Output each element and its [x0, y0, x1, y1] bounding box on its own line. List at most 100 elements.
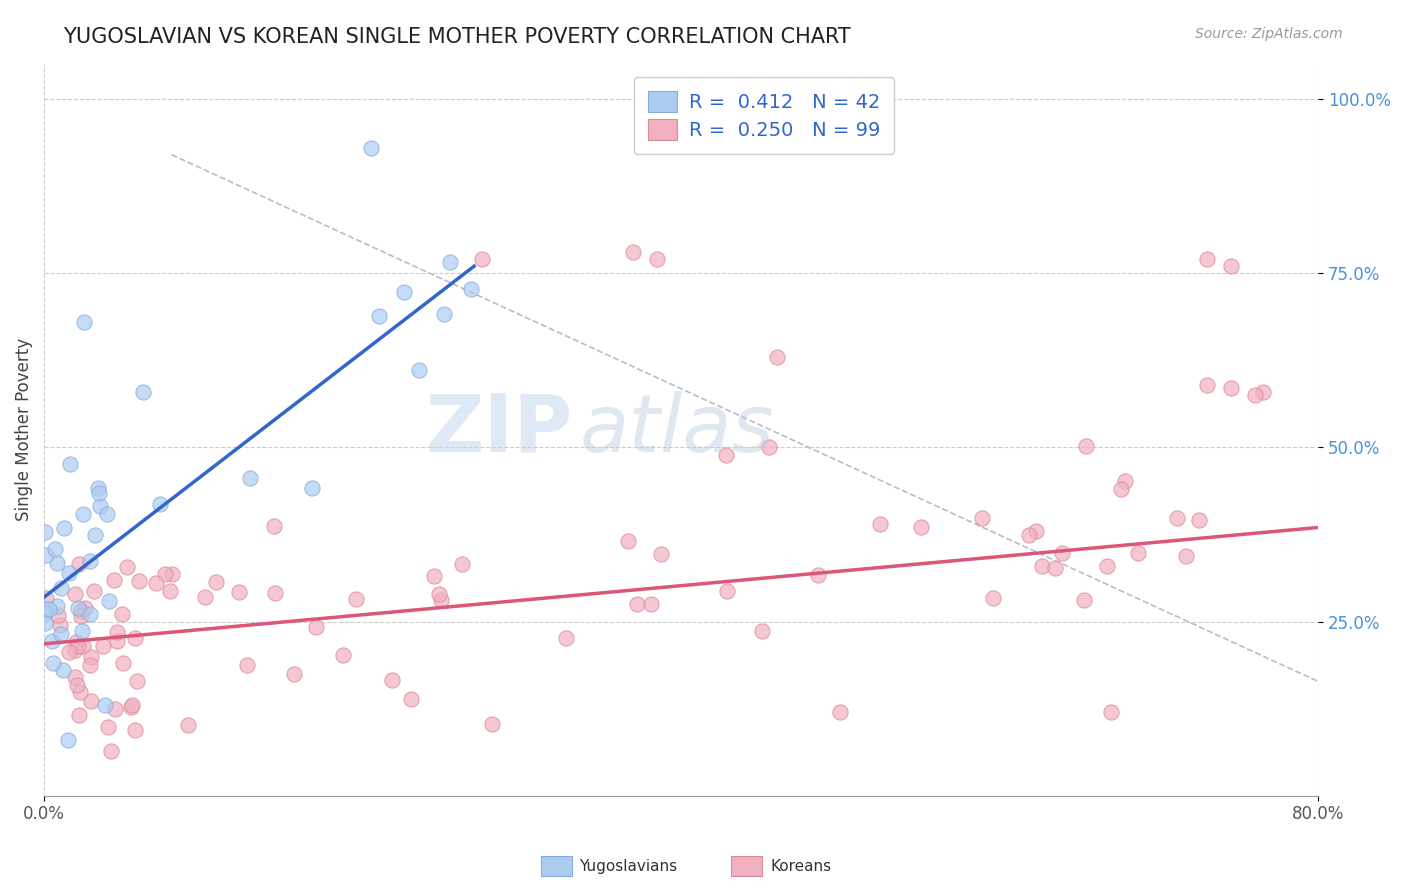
Koreans — [304, 620, 326, 634]
Yugoslavians — [34, 524, 56, 539]
Koreans — [1195, 377, 1218, 392]
Text: ZIP: ZIP — [426, 391, 572, 469]
Koreans — [46, 607, 69, 622]
Koreans — [751, 624, 773, 639]
Koreans — [650, 548, 672, 562]
Yugoslavians — [34, 615, 56, 630]
Koreans — [263, 519, 285, 533]
Koreans — [66, 678, 89, 692]
Koreans — [111, 656, 134, 670]
Yugoslavians — [87, 486, 110, 500]
Yugoslavians — [132, 384, 155, 399]
Koreans — [1114, 474, 1136, 488]
Koreans — [332, 648, 354, 663]
Koreans — [1109, 482, 1132, 496]
Koreans — [159, 584, 181, 599]
Koreans — [1043, 561, 1066, 575]
Koreans — [381, 673, 404, 687]
Koreans — [124, 631, 146, 645]
Yugoslavians — [53, 521, 76, 535]
Yugoslavians — [239, 471, 262, 485]
Text: atlas: atlas — [579, 391, 775, 469]
Yugoslavians — [89, 500, 111, 514]
Yugoslavians — [56, 733, 79, 747]
Yugoslavians — [41, 634, 63, 648]
Koreans — [617, 534, 640, 549]
Koreans — [194, 590, 217, 604]
Yugoslavians — [52, 663, 75, 677]
Yugoslavians — [98, 594, 121, 608]
Yugoslavians — [45, 599, 67, 613]
Koreans — [83, 583, 105, 598]
Yugoslavians — [368, 309, 391, 323]
Koreans — [67, 639, 90, 653]
Koreans — [75, 601, 97, 615]
Koreans — [63, 670, 86, 684]
Koreans — [205, 574, 228, 589]
Koreans — [1025, 524, 1047, 539]
Yugoslavians — [83, 527, 105, 541]
Yugoslavians — [58, 566, 80, 580]
Koreans — [65, 634, 87, 648]
Koreans — [981, 591, 1004, 605]
Koreans — [640, 597, 662, 611]
Koreans — [264, 586, 287, 600]
Yugoslavians — [51, 627, 73, 641]
Yugoslavians — [35, 548, 58, 562]
Koreans — [228, 584, 250, 599]
Koreans — [645, 252, 668, 267]
Yugoslavians — [72, 507, 94, 521]
Koreans — [554, 631, 576, 645]
Yugoslavians — [149, 497, 172, 511]
Yugoslavians — [392, 285, 415, 299]
Koreans — [69, 685, 91, 699]
Yugoslavians — [79, 554, 101, 568]
Koreans — [100, 744, 122, 758]
Koreans — [69, 604, 91, 618]
Yugoslavians — [439, 254, 461, 268]
Koreans — [162, 566, 184, 581]
Koreans — [105, 634, 128, 648]
Koreans — [153, 566, 176, 581]
Yugoslavians — [93, 698, 115, 713]
Koreans — [120, 700, 142, 714]
Yugoslavians — [408, 363, 430, 377]
Koreans — [67, 708, 90, 723]
Koreans — [423, 569, 446, 583]
Koreans — [105, 624, 128, 639]
Koreans — [128, 574, 150, 589]
Yugoslavians — [42, 656, 65, 670]
Koreans — [115, 559, 138, 574]
Koreans — [1099, 705, 1122, 719]
Koreans — [97, 720, 120, 734]
Yugoslavians — [433, 307, 456, 321]
Koreans — [869, 517, 891, 532]
Koreans — [1174, 549, 1197, 563]
Koreans — [49, 618, 72, 632]
Koreans — [344, 591, 367, 606]
Koreans — [758, 440, 780, 454]
Koreans — [103, 574, 125, 588]
Yugoslavians — [360, 141, 382, 155]
Text: YUGOSLAVIAN VS KOREAN SINGLE MOTHER POVERTY CORRELATION CHART: YUGOSLAVIAN VS KOREAN SINGLE MOTHER POVE… — [63, 27, 851, 46]
Koreans — [80, 650, 103, 665]
Koreans — [972, 510, 994, 524]
Koreans — [177, 717, 200, 731]
Koreans — [910, 520, 932, 534]
Koreans — [35, 591, 58, 605]
Koreans — [716, 448, 738, 462]
Koreans — [283, 666, 305, 681]
Koreans — [80, 694, 103, 708]
Koreans — [63, 642, 86, 657]
Yugoslavians — [44, 542, 66, 557]
Koreans — [104, 702, 127, 716]
Koreans — [79, 657, 101, 672]
Koreans — [1018, 528, 1040, 542]
Koreans — [430, 593, 453, 607]
Yugoslavians — [49, 581, 72, 595]
Koreans — [58, 645, 80, 659]
Yugoslavians — [35, 602, 58, 616]
Yugoslavians — [96, 508, 118, 522]
Koreans — [69, 609, 91, 624]
Koreans — [1251, 384, 1274, 399]
